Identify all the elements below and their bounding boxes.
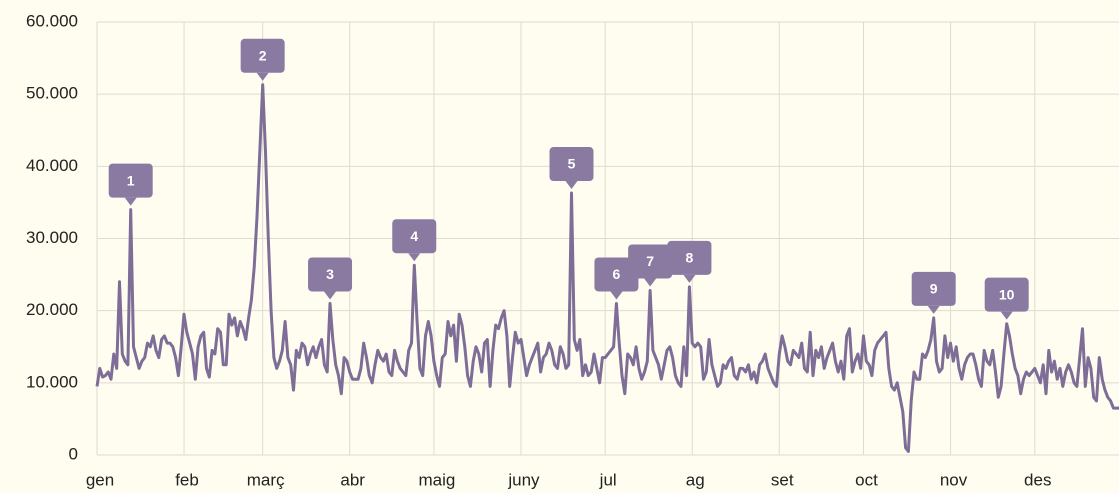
- callout-label: 10: [999, 286, 1015, 302]
- callout-box: [594, 257, 639, 292]
- x-tick-label: juny: [507, 470, 540, 489]
- callout-pointer: [610, 291, 623, 300]
- callout-box: [667, 240, 712, 275]
- callout-label: 1: [127, 172, 135, 188]
- x-tick-label: oct: [855, 470, 878, 489]
- callout-label: 9: [930, 281, 938, 297]
- callout-box: [628, 244, 673, 279]
- callout-box: [549, 147, 594, 182]
- callout-pointer: [256, 72, 269, 81]
- x-tick-label: nov: [940, 470, 968, 489]
- y-tick-label: 30.000: [26, 228, 78, 247]
- callout-pointer: [1000, 311, 1013, 320]
- x-tick-label: set: [771, 470, 794, 489]
- callout-box: [392, 219, 437, 254]
- y-tick-label: 40.000: [26, 156, 78, 175]
- y-tick-label: 60.000: [26, 11, 78, 30]
- callout-label: 6: [613, 266, 621, 282]
- callout-pointer: [565, 181, 578, 190]
- x-tick-label: gen: [86, 470, 114, 489]
- y-tick-label: 50.000: [26, 84, 78, 103]
- x-tick-label: maig: [418, 470, 455, 489]
- callout-pointer: [124, 197, 137, 206]
- callout-pointer: [644, 278, 657, 287]
- callout-label: 5: [568, 156, 576, 172]
- callout-label: 3: [326, 266, 334, 282]
- x-tick-label: jul: [599, 470, 617, 489]
- x-tick-label: abr: [340, 470, 365, 489]
- callout-box: [308, 257, 353, 292]
- x-tick-label: març: [247, 470, 285, 489]
- callout-box: [240, 38, 285, 73]
- y-tick-label: 20.000: [26, 300, 78, 319]
- x-tick-label: ag: [686, 470, 705, 489]
- data-line: [95, 83, 1119, 453]
- callout-label: 8: [686, 250, 694, 266]
- x-tick-label: feb: [175, 470, 199, 489]
- callout-pointer: [927, 305, 940, 314]
- callout-label: 4: [410, 228, 418, 244]
- y-tick-label: 10.000: [26, 372, 78, 391]
- callout-box: [911, 271, 956, 306]
- callout-box: [984, 277, 1029, 312]
- callout-label: 7: [646, 253, 654, 269]
- callout-pointer: [324, 291, 337, 300]
- callout-label: 2: [259, 47, 267, 63]
- callout-box: [108, 163, 153, 198]
- y-tick-label: 0: [69, 444, 78, 463]
- x-tick-label: des: [1024, 470, 1051, 489]
- callout-pointer: [408, 253, 421, 262]
- callout-pointer: [683, 274, 696, 283]
